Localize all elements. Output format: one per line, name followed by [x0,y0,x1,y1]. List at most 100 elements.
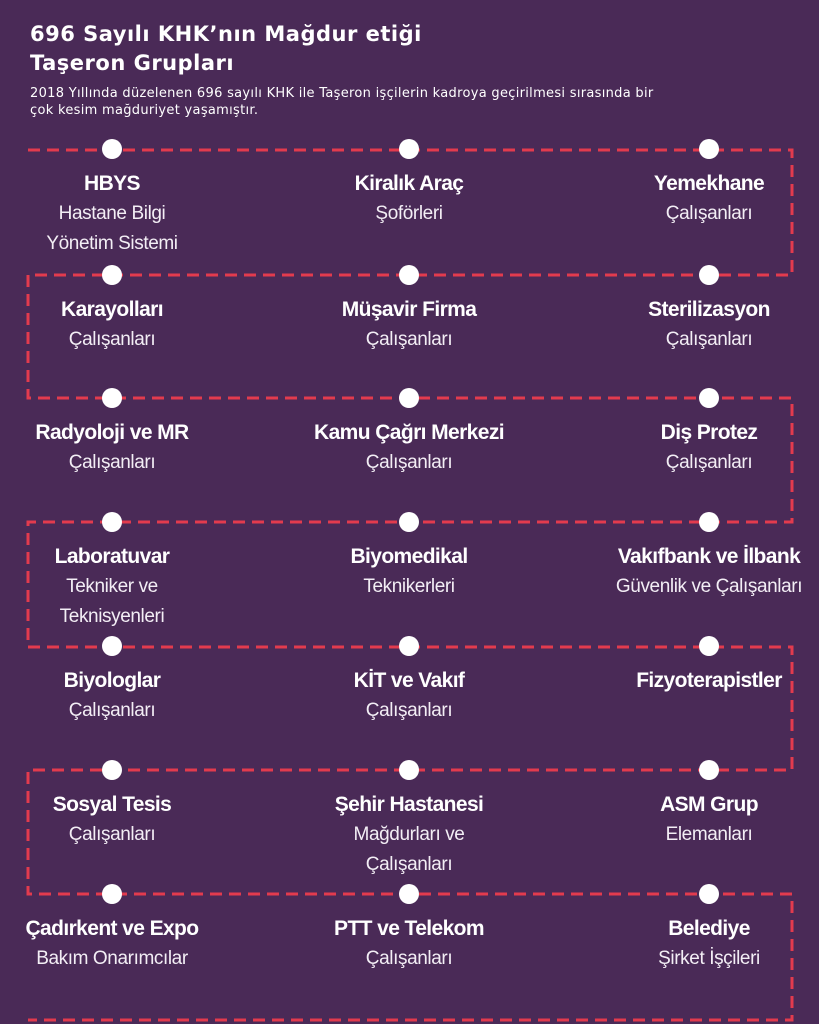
group-name: Müşavir Firma [341,298,477,321]
group-node: KİT ve Vakıf Çalışanları [274,636,544,726]
group-description: Çalışanları [274,944,544,974]
group-name: Laboratuvar [54,545,170,568]
node-dot [399,636,419,656]
group-description: Şoförleri [274,199,544,229]
group-description-line: Çalışanları [68,452,156,473]
group-name: Sterilizasyon [648,298,770,321]
group-description-line: Elemanları [665,824,753,845]
group-description: Çalışanları [0,696,247,726]
group-description: Mağdurları ve Çalışanları [274,820,544,880]
group-description: Çalışanları [0,820,247,850]
group-name: ASM Grup [660,793,758,816]
group-description-line: Çalışanları [365,854,453,875]
group-description-line: Çalışanları [365,452,453,473]
group-node: PTT ve Telekom Çalışanları [274,884,544,974]
group-description-line: Çalışanları [365,948,453,969]
group-description-line: Yönetim Sistemi [46,233,178,254]
group-description-line: Teknikerleri [363,576,455,597]
group-description: Teknikerleri [274,572,544,602]
node-dot [699,139,719,159]
group-description-line: Çalışanları [68,700,156,721]
group-description-line: Çalışanları [665,329,753,350]
group-description-line: Şoförleri [375,203,443,224]
group-node: Kamu Çağrı Merkezi Çalışanları [274,388,544,478]
node-dot [102,512,122,532]
group-name: Radyoloji ve MR [35,421,189,444]
group-node: Vakıfbank ve İlbank Güvenlik ve Çalışanla… [574,512,819,602]
group-description: Çalışanları [274,448,544,478]
group-node: Sosyal Tesis Çalışanları [0,760,247,850]
group-node: Fizyoterapistler [574,636,819,696]
group-node: HBYS Hastane Bilgi Yönetim Sistemi [0,139,247,259]
group-description: Çalışanları [574,199,819,229]
group-name: Yemekhane [653,172,765,195]
node-dot [399,512,419,532]
node-dot [699,636,719,656]
group-description-line: Bakım Onarımcılar [36,948,188,969]
node-dot [399,884,419,904]
group-name: Çadırkent ve Expo [25,917,199,940]
group-name: Şehir Hastanesi [334,793,484,816]
group-description: Çalışanları [574,448,819,478]
group-description-line: Çalışanları [665,452,753,473]
group-description-line: Çalışanları [365,700,453,721]
title-line-2: Taşeron Grupları [30,51,235,75]
group-node: Radyoloji ve MR Çalışanları [0,388,247,478]
node-dot [699,265,719,285]
group-description: Çalışanları [274,696,544,726]
group-node: ASM Grup Elemanları [574,760,819,850]
group-node: Şehir Hastanesi Mağdurları ve Çalışanları [274,760,544,880]
group-description: Tekniker ve Teknisyenleri [0,572,247,632]
group-name: Biyologlar [63,669,161,692]
group-description-line: Güvenlik ve Çalışanları [615,576,803,597]
group-node: Kiralık Araç Şoförleri [274,139,544,229]
group-description-line: Çalışanları [68,824,156,845]
group-description: Çalışanları [0,325,247,355]
node-dot [699,760,719,780]
page-title: 696 Sayılı KHK’nın Mağdur etiği Taşeron … [30,20,422,78]
subtitle-line-1: 2018 Yıllında düzelenen 696 sayılı KHK i… [30,86,654,101]
subtitle-line-2: çok kesim mağduriyet yaşamıştır. [30,103,259,118]
group-name: KİT ve Vakıf [353,669,465,692]
group-node: Karayolları Çalışanları [0,265,247,355]
group-node: Müşavir Firma Çalışanları [274,265,544,355]
group-description: Elemanları [574,820,819,850]
node-dot [102,884,122,904]
group-description-line: Şirket İşçileri [658,948,760,969]
group-description-line: Hastane Bilgi [58,203,166,224]
node-dot [699,512,719,532]
group-name: HBYS [84,172,141,195]
group-node: Biyomedikal Teknikerleri [274,512,544,602]
node-dot [699,388,719,408]
node-dot [102,388,122,408]
title-line-1: 696 Sayılı KHK’nın Mağdur etiği [30,22,422,46]
group-node: Biyologlar Çalışanları [0,636,247,726]
group-description: Çalışanları [274,325,544,355]
group-node: Sterilizasyon Çalışanları [574,265,819,355]
node-dot [399,265,419,285]
group-description-line: Çalışanları [68,329,156,350]
group-name: Kamu Çağrı Merkezi [314,421,505,444]
node-dot [399,139,419,159]
group-name: Vakıfbank ve İlbank [617,545,801,568]
node-dot [102,636,122,656]
group-description-line: Çalışanları [365,329,453,350]
group-description-line: Çalışanları [665,203,753,224]
group-description-line: Tekniker ve [66,576,158,597]
page-subtitle: 2018 Yıllında düzelenen 696 sayılı KHK i… [30,85,790,119]
group-description: Güvenlik ve Çalışanları [574,572,819,602]
group-name: Biyomedikal [350,545,468,568]
node-dot [699,884,719,904]
group-description: Çalışanları [574,325,819,355]
group-node: Çadırkent ve Expo Bakım Onarımcılar [0,884,247,974]
node-dot [102,265,122,285]
group-node: Belediye Şirket İşçileri [574,884,819,974]
group-name: Karayolları [61,298,164,321]
node-dot [399,388,419,408]
group-name: Diş Protez [660,421,758,444]
group-node: Yemekhane Çalışanları [574,139,819,229]
group-description: Bakım Onarımcılar [0,944,247,974]
node-dot [399,760,419,780]
group-name: Kiralık Araç [354,172,464,195]
group-name: Sosyal Tesis [52,793,172,816]
